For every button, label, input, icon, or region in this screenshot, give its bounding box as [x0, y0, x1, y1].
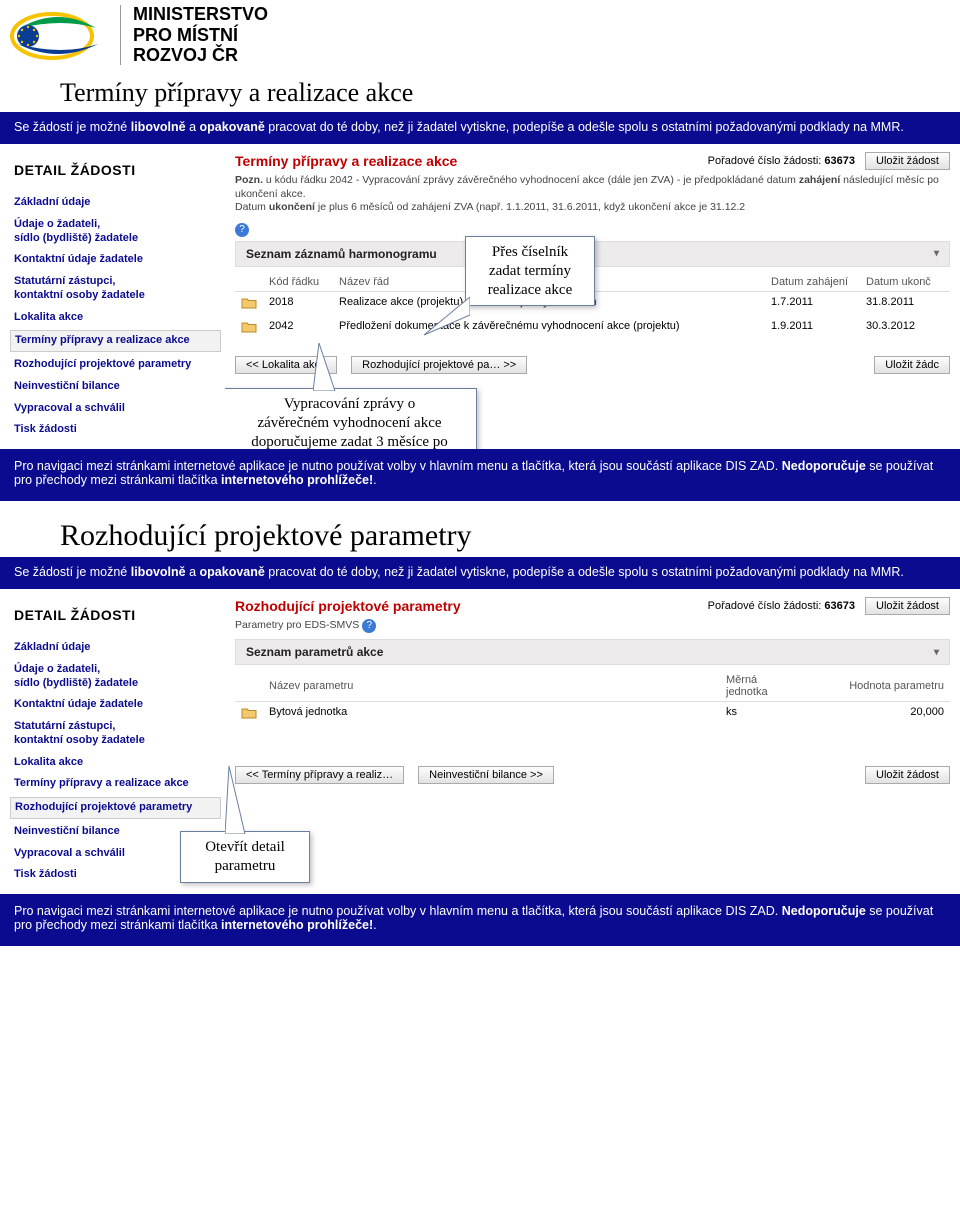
cell-code: 2042	[263, 316, 333, 340]
sidebar-item[interactable]: Statutární zástupci, kontaktní osoby žad…	[14, 716, 217, 752]
col-value: Hodnota parametru	[810, 671, 950, 702]
footer-banner: Pro navigaci mezi stránkami internetové …	[0, 449, 960, 501]
cell-value: 20,000	[810, 702, 950, 727]
sidebar-item[interactable]: Vypracoval a schválil	[14, 398, 217, 420]
expand-icon[interactable]: ▾	[934, 647, 939, 658]
sidebar-item[interactable]: Termíny přípravy a realizace akce	[14, 773, 217, 795]
help-icon[interactable]: ?	[362, 619, 376, 633]
request-number: Pořadové číslo žádosti: 63673	[708, 600, 855, 612]
cell-start: 1.7.2011	[765, 291, 860, 316]
save-button[interactable]: Uložit žádost	[865, 597, 950, 615]
col-end: Datum ukonč	[860, 273, 950, 292]
cell-end: 30.3.2012	[860, 316, 950, 340]
content-area: Termíny přípravy a realizace akce Pořado…	[225, 148, 960, 449]
ministry-name: MINISTERSTVO PRO MÍSTNÍ ROZVOJ ČR	[133, 4, 268, 66]
request-number: Pořadové číslo žádosti: 63673	[708, 155, 855, 167]
params-table: Název parametru Měrná jednotka Hodnota p…	[235, 671, 950, 726]
folder-icon[interactable]	[241, 706, 257, 719]
subnote: Parametry pro EDS-SMVS ?	[235, 619, 950, 633]
cell-unit: ks	[720, 702, 810, 727]
callout-open-detail: Otevřít detail parametru	[180, 831, 310, 883]
ministry-line3: ROZVOJ ČR	[133, 45, 268, 66]
col-name: Název parametru	[263, 671, 720, 702]
list-heading: Seznam parametrů akce ▾	[235, 639, 950, 665]
cell-end: 31.8.2011	[860, 291, 950, 316]
content-area: Rozhodující projektové parametry Pořadov…	[225, 593, 960, 894]
sidebar-item[interactable]: Neinvestiční bilance	[14, 376, 217, 398]
sidebar-item[interactable]: Základní údaje	[14, 637, 217, 659]
ministry-logo-icon	[8, 6, 108, 64]
content-title: Rozhodující projektové parametry	[235, 598, 698, 614]
help-icon[interactable]: ?	[235, 223, 249, 237]
col-unit: Měrná jednotka	[720, 671, 810, 702]
next-button[interactable]: Neinvestiční bilance >>	[418, 766, 554, 784]
expand-icon[interactable]: ▾	[934, 248, 939, 259]
cell-start: 1.9.2011	[765, 316, 860, 340]
cell-name: Bytová jednotka	[263, 702, 720, 727]
content-title: Termíny přípravy a realizace akce	[235, 153, 698, 169]
info-banner: Se žádostí je možné libovolně a opakovan…	[0, 557, 960, 589]
table-row[interactable]: 2042Předložení dokumentace k závěrečnému…	[235, 316, 950, 340]
note-text: Pozn. u kódu řádku 2042 - Vypracování zp…	[235, 174, 950, 215]
ministry-header: MINISTERSTVO PRO MÍSTNÍ ROZVOJ ČR	[0, 0, 960, 68]
sidebar-item[interactable]: Lokalita akce	[14, 752, 217, 774]
ministry-line2: PRO MÍSTNÍ	[133, 25, 268, 46]
info-banner: Se žádostí je možné libovolně a opakovan…	[0, 112, 960, 144]
sidebar-item[interactable]: Kontaktní údaje žadatele	[14, 249, 217, 271]
sidebar-item[interactable]: Lokalita akce	[14, 307, 217, 329]
sidebar-item[interactable]: Termíny přípravy a realizace akce	[10, 330, 221, 352]
page-title: Termíny přípravy a realizace akce	[60, 78, 960, 108]
sidebar-item[interactable]: Rozhodující projektové parametry	[14, 354, 217, 376]
detail-panel: DETAIL ŽÁDOSTI Základní údajeÚdaje o žad…	[0, 589, 960, 894]
sidebar-item[interactable]: Statutární zástupci, kontaktní osoby žad…	[14, 271, 217, 307]
sidebar-item[interactable]: Údaje o žadateli, sídlo (bydliště) žadat…	[14, 214, 217, 250]
ministry-line1: MINISTERSTVO	[133, 4, 268, 25]
sidebar-item[interactable]: Rozhodující projektové parametry	[10, 797, 221, 819]
folder-icon[interactable]	[241, 296, 257, 309]
section-terminy: Termíny přípravy a realizace akce Se žád…	[0, 78, 960, 501]
sidebar-item[interactable]: Tisk žádosti	[14, 419, 217, 441]
cell-name: Předložení dokumentace k závěrečnému vyh…	[333, 316, 765, 340]
page-title-2: Rozhodující projektové parametry	[60, 519, 960, 553]
detail-heading: DETAIL ŽÁDOSTI	[14, 162, 217, 178]
cell-code: 2018	[263, 291, 333, 316]
detail-heading: DETAIL ŽÁDOSTI	[14, 607, 217, 623]
section-parametry: Se žádostí je možné libovolně a opakovan…	[0, 557, 960, 946]
folder-icon[interactable]	[241, 320, 257, 333]
callout-zva: Vypracování zprávy o závěrečném vyhodnoc…	[225, 388, 477, 449]
save-button[interactable]: Uložit žádost	[865, 152, 950, 170]
detail-panel: DETAIL ŽÁDOSTI Základní údajeÚdaje o žad…	[0, 144, 960, 449]
col-code: Kód řádku	[263, 273, 333, 292]
sidebar: DETAIL ŽÁDOSTI Základní údajeÚdaje o žad…	[0, 148, 225, 449]
sidebar-item[interactable]: Základní údaje	[14, 192, 217, 214]
next-button[interactable]: Rozhodující projektové pa… >>	[351, 356, 527, 374]
table-row[interactable]: Bytová jednotkaks20,000	[235, 702, 950, 727]
sidebar-item[interactable]: Kontaktní údaje žadatele	[14, 694, 217, 716]
separator	[120, 5, 121, 65]
callout-ciselnik: Přes číselník zadat termíny realizace ak…	[465, 236, 595, 306]
sidebar-item[interactable]: Údaje o žadateli, sídlo (bydliště) žadat…	[14, 659, 217, 695]
col-start: Datum zahájení	[765, 273, 860, 292]
footer-banner: Pro navigaci mezi stránkami internetové …	[0, 894, 960, 946]
save-button-2[interactable]: Uložit žádost	[865, 766, 950, 784]
save-button-2[interactable]: Uložit žádc	[874, 356, 950, 374]
